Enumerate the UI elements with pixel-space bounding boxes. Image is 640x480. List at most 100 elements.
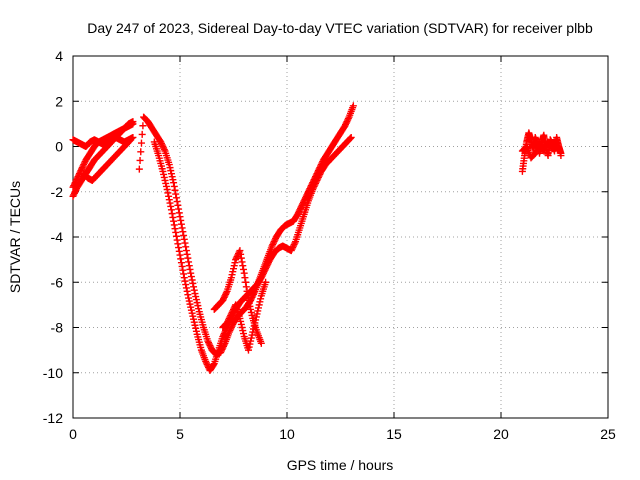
series-late-cluster-2 (518, 136, 565, 162)
data-point-marker (126, 136, 134, 144)
data-point-marker (184, 254, 192, 262)
data-point-marker (240, 269, 248, 277)
data-point-marker (164, 189, 172, 197)
data-point-marker (183, 250, 191, 258)
data-point-marker (172, 232, 180, 240)
data-point-marker (175, 205, 183, 213)
x-tick-label: 25 (600, 426, 616, 442)
chart-title: Day 247 of 2023, Sidereal Day-to-day VTE… (87, 20, 593, 36)
data-point-marker (167, 206, 175, 214)
data-point-marker (291, 239, 299, 247)
data-points (69, 102, 565, 374)
data-point-marker (262, 278, 270, 286)
data-point-marker (135, 165, 143, 173)
data-point-marker (165, 192, 173, 200)
data-point-marker (344, 115, 352, 123)
data-point-marker (242, 283, 250, 291)
data-point-marker (136, 156, 144, 164)
x-tick-label: 15 (386, 426, 402, 442)
data-point-marker (552, 137, 560, 145)
data-point-marker (185, 258, 193, 266)
data-point-marker (163, 185, 171, 193)
data-point-marker (210, 361, 218, 369)
x-tick-label: 5 (176, 426, 184, 442)
data-point-marker (174, 201, 182, 209)
data-point-marker (165, 196, 173, 204)
data-point-marker (238, 258, 246, 266)
data-point-marker (177, 259, 185, 267)
data-point-marker (160, 146, 168, 154)
data-point-marker (177, 216, 185, 224)
y-tick-label: 4 (55, 48, 63, 64)
data-point-marker (179, 266, 187, 274)
y-tick-label: 0 (55, 139, 63, 155)
data-point-marker (183, 287, 191, 295)
data-point-marker (180, 274, 188, 282)
data-point-marker (189, 279, 197, 287)
data-point-marker (177, 220, 185, 228)
data-point-marker (173, 236, 181, 244)
data-point-marker (170, 221, 178, 229)
data-point-marker (347, 133, 355, 141)
data-point-marker (171, 186, 179, 194)
data-point-marker (237, 250, 245, 258)
series-afternoon-arc (210, 247, 265, 347)
data-point-marker (137, 148, 145, 156)
data-point-marker (188, 276, 196, 284)
data-point-marker (180, 235, 188, 243)
data-point-marker (168, 210, 176, 218)
x-tick-label: 0 (69, 426, 77, 442)
series-main-trough (135, 102, 357, 359)
data-point-marker (182, 281, 190, 289)
y-tick-label: 2 (55, 93, 63, 109)
data-point-marker (185, 262, 193, 270)
y-tick-label: -2 (51, 184, 64, 200)
data-point-marker (220, 341, 228, 349)
data-point-marker (176, 213, 184, 221)
data-point-marker (241, 274, 249, 282)
data-point-marker (139, 122, 147, 130)
x-axis-label: GPS time / hours (287, 457, 394, 473)
data-point-marker (181, 239, 189, 247)
data-point-marker (166, 199, 174, 207)
data-point-marker (257, 339, 265, 347)
data-point-marker (138, 130, 146, 138)
data-point-marker (125, 137, 133, 145)
data-point-marker (129, 120, 137, 128)
data-point-marker (171, 225, 179, 233)
data-point-marker (172, 228, 180, 236)
axis-ticks: 0 5 10 15 20 25 -12 -10 -8 -6 -4 -2 0 2 4 (43, 48, 616, 442)
data-point-marker (184, 291, 192, 299)
data-point-marker (178, 224, 186, 232)
data-point-marker (177, 255, 185, 263)
data-point-marker (237, 254, 245, 262)
data-point-marker (186, 265, 194, 273)
series-lower-arc (219, 278, 270, 354)
data-point-marker (167, 202, 175, 210)
data-point-marker (172, 194, 180, 202)
data-point-marker (173, 198, 181, 206)
data-point-marker (187, 273, 195, 281)
data-point-marker (169, 213, 177, 221)
y-tick-label: -10 (43, 365, 63, 381)
y-tick-label: -8 (51, 320, 64, 336)
y-tick-label: -12 (43, 410, 63, 426)
data-point-marker (349, 102, 357, 110)
y-tick-label: -6 (51, 274, 64, 290)
data-point-marker (187, 269, 195, 277)
data-point-marker (178, 262, 186, 270)
data-point-marker (190, 286, 198, 294)
data-point-marker (190, 283, 198, 291)
data-point-marker (172, 190, 180, 198)
series-satellite-track-3 (69, 133, 137, 150)
y-tick-label: -4 (51, 229, 64, 245)
data-point-marker (176, 251, 184, 259)
data-point-marker (180, 231, 188, 239)
data-point-marker (175, 247, 183, 255)
data-point-marker (346, 134, 354, 142)
data-point-marker (222, 289, 230, 297)
data-point-marker (243, 287, 251, 295)
series-satellite-track-4 (80, 136, 135, 184)
x-tick-label: 20 (493, 426, 509, 442)
